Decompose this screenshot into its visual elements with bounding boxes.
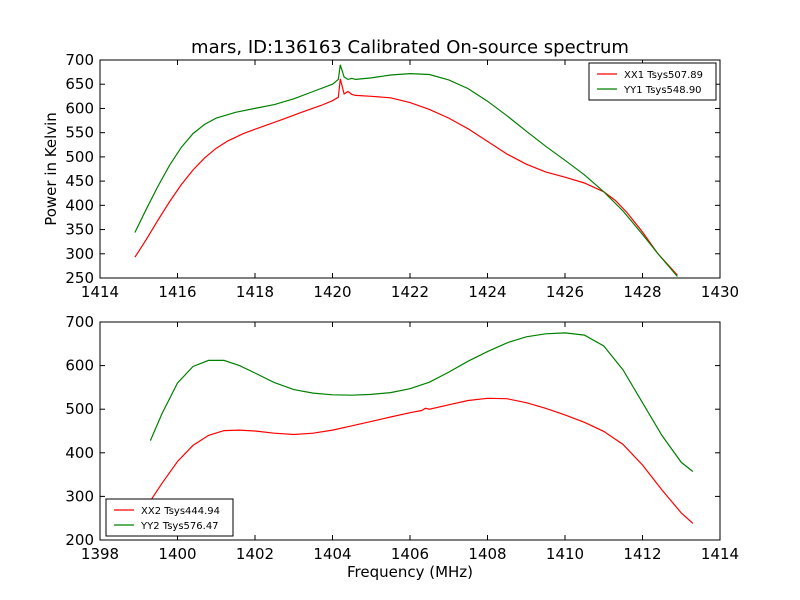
x-tick-label: 1420 [313, 283, 351, 301]
x-tick-label: 1414 [81, 283, 119, 301]
x-tick-label: 1422 [391, 283, 429, 301]
x-tick-label: 1408 [468, 545, 506, 563]
legend-label: YY2 Tsys576.47 [140, 521, 219, 532]
x-tick-label: 1424 [468, 283, 506, 301]
y-tick-label: 600 [65, 99, 94, 117]
legend-box [588, 62, 717, 101]
x-tick-label: 1410 [546, 545, 584, 563]
y-tick-label: 450 [65, 172, 94, 190]
x-tick-label: 1400 [158, 545, 196, 563]
series-line-yy [149, 332, 694, 472]
x-axis-label: Frequency (MHz) [347, 563, 473, 581]
y-tick-label: 650 [65, 75, 94, 93]
series-line-xx [149, 397, 694, 524]
legend-label: XX2 Tsys444.94 [141, 506, 220, 517]
top-panel: 1414 1416 1418 1420 1422 1424 1426 1428 1430 250 3… [65, 51, 739, 301]
y-tick-label: 700 [65, 51, 94, 69]
x-tick-label: 1402 [236, 545, 274, 563]
legend: XX2 Tsys444.94 YY2 Tsys576.47 [105, 498, 234, 537]
y-tick-label: 250 [65, 269, 94, 287]
bottom-panel: 1398 1400 1402 1404 1406 1408 1410 1412 1414 200 3… [65, 313, 739, 563]
x-tick-label: 1404 [313, 545, 351, 563]
y-tick-label: 350 [65, 221, 94, 239]
x-tick-label: 1430 [701, 283, 739, 301]
y-tick-label: 300 [65, 245, 94, 263]
y-tick-label: 700 [65, 313, 94, 331]
y-tick-label: 400 [65, 444, 94, 462]
x-tick-label: 1406 [391, 545, 429, 563]
y-axis-label: Power in Kelvin [42, 112, 60, 226]
x-tick-label: 1416 [158, 283, 196, 301]
x-tick-label: 1398 [81, 545, 119, 563]
y-tick-label: 200 [65, 531, 94, 549]
y-tick-label: 500 [65, 148, 94, 166]
legend-label: XX1 Tsys507.89 [624, 70, 703, 81]
series-line-xx [134, 78, 678, 276]
legend-box [105, 498, 234, 537]
y-tick-label: 500 [65, 400, 94, 418]
series-line-yy [134, 64, 678, 277]
x-tick-label: 1426 [546, 283, 584, 301]
chart-title: mars, ID:136163 Calibrated On-source spe… [191, 37, 629, 58]
y-tick-label: 600 [65, 357, 94, 375]
x-tick-label: 1412 [623, 545, 661, 563]
x-tick-label: 1418 [236, 283, 274, 301]
y-tick-label: 300 [65, 487, 94, 505]
legend-label: YY1 Tsys548.90 [623, 85, 702, 96]
legend: XX1 Tsys507.89 YY1 Tsys548.90 [588, 62, 717, 101]
x-tick-label: 1414 [701, 545, 739, 563]
y-tick-label: 400 [65, 196, 94, 214]
x-tick-label: 1428 [623, 283, 661, 301]
y-tick-label: 550 [65, 124, 94, 142]
